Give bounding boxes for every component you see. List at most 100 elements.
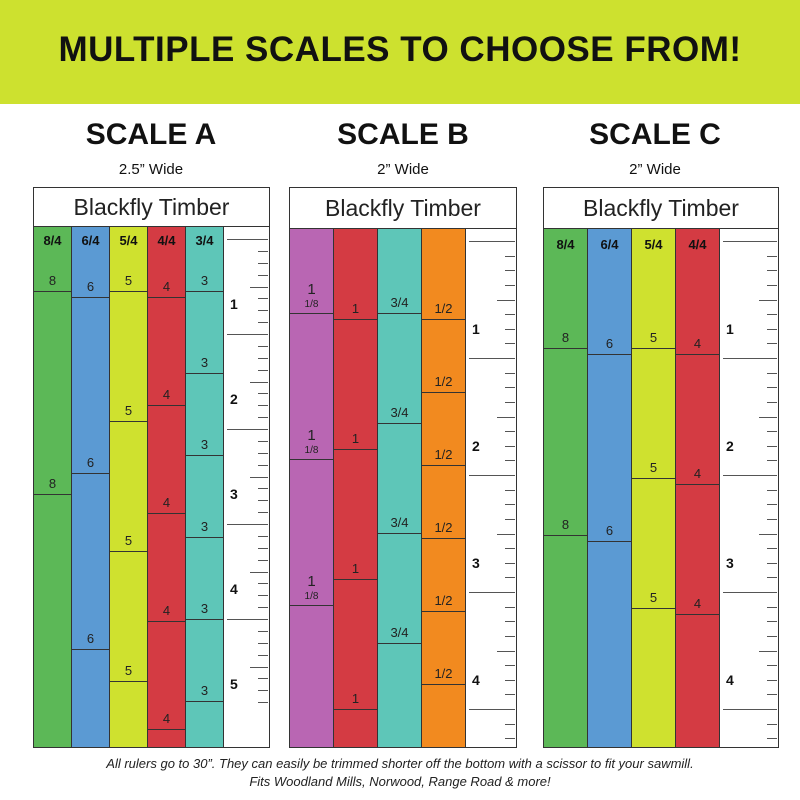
mark-label: 3/4 [390, 515, 409, 530]
ruler-tick [505, 738, 515, 740]
ruler-tick [258, 405, 268, 407]
mark-line [588, 541, 631, 542]
mark-line [148, 513, 185, 514]
ruler-tick [258, 690, 268, 692]
ruler-tick [767, 621, 777, 623]
ruler-tick [258, 322, 268, 324]
mark-line [632, 478, 675, 479]
ruler-tick [469, 475, 515, 476]
mark-label: 5 [124, 533, 133, 548]
ruler-tick [505, 255, 515, 257]
ruler-tick [505, 621, 515, 623]
mark-label: 8 [561, 330, 570, 345]
mark-line [334, 579, 377, 580]
ruler-tick [505, 343, 515, 345]
strip-4-4: 4/4 4 4 4 4 4 [148, 227, 186, 747]
ruler-tick [767, 723, 777, 725]
ruler-tick [723, 592, 777, 593]
mark-line [290, 459, 333, 460]
strip-6-4: 6/4 6 6 6 [72, 227, 110, 747]
inch-label: 1 [726, 321, 734, 337]
ruler-tick [505, 679, 515, 681]
mark-label: 1/2 [434, 593, 453, 608]
ruler-tick [258, 310, 268, 312]
ruler-tick [723, 709, 777, 710]
mark-label: 1/2 [434, 447, 453, 462]
mark-line [186, 701, 223, 702]
mark-line [186, 619, 223, 620]
mark-line [334, 709, 377, 710]
mark-label: 4 [162, 495, 171, 510]
ruler-tick [767, 635, 777, 637]
ruler-tick [759, 533, 777, 535]
footer-line-2: Fits Woodland Mills, Norwood, Range Road… [249, 774, 551, 789]
ruler-tick [505, 665, 515, 667]
ruler-tick [723, 241, 777, 242]
strip-label: 5/4 [119, 233, 138, 248]
ruler-tick [759, 299, 777, 301]
mark-line [290, 313, 333, 314]
ruler-tick [767, 665, 777, 667]
ruler-tick [767, 314, 777, 316]
strip-label: 6/4 [81, 233, 100, 248]
mark-line [378, 313, 421, 314]
ruler-tick [258, 393, 268, 395]
scale-b-width: 2” Wide [377, 161, 429, 178]
ruler-tick [497, 533, 515, 535]
mark-label: 8 [48, 476, 57, 491]
mark-line [148, 297, 185, 298]
ruler-tick [505, 577, 515, 579]
mark-line [632, 608, 675, 609]
ruler-tick [469, 358, 515, 359]
mark-label: 8 [561, 517, 570, 532]
strip-5-4: 5/4 5 5 5 [632, 229, 676, 747]
ruler-tick [227, 429, 268, 430]
mark-line [422, 538, 465, 539]
ruler-c: Blackfly Timber 8/4 8 8 6/4 6 6 5/4 5 5 5 4/4 4 4 4 1 2 3… [543, 187, 779, 748]
mark-label: 5 [124, 403, 133, 418]
ruler-tick [767, 431, 777, 433]
mark-label: 1 [351, 691, 360, 706]
ruler-tick [505, 489, 515, 491]
ruler-tick [258, 702, 268, 704]
mark-line [34, 494, 71, 495]
strip-red: 1 1 1 1 [334, 229, 378, 747]
ruler-tick [258, 512, 268, 514]
mark-line [110, 681, 147, 682]
mark-label: 1/2 [434, 666, 453, 681]
mark-fraction: 1/8 [304, 299, 319, 310]
ruler-tick [723, 358, 777, 359]
strip-label: 4/4 [688, 237, 707, 252]
ruler-tick [258, 250, 268, 252]
ruler-tick [505, 723, 515, 725]
strip-orange: 1/2 1/2 1/2 1/2 1/2 1/2 [422, 229, 466, 747]
strip-label: 3/4 [195, 233, 214, 248]
ruler-tick [767, 445, 777, 447]
ruler-tick [469, 592, 515, 593]
ruler-tick [759, 416, 777, 418]
strip-4-4: 4/4 4 4 4 [676, 229, 720, 747]
strip-8-4: 8/4 8 8 [544, 229, 588, 747]
ruler-tick [723, 475, 777, 476]
mark-line [72, 649, 109, 650]
mark-line [422, 684, 465, 685]
mark-label: 4 [162, 711, 171, 726]
mark-line [186, 537, 223, 538]
ruler-tick [767, 343, 777, 345]
mark-label: 4 [162, 387, 171, 402]
scale-c-title: SCALE C [589, 118, 721, 151]
ruler-tick [258, 417, 268, 419]
ruler-tick [469, 241, 515, 242]
ruler-tick [505, 314, 515, 316]
mark-line [544, 535, 587, 536]
ruler-tick [258, 357, 268, 359]
mark-label: 6 [86, 455, 95, 470]
mark-label: 6 [86, 631, 95, 646]
scale-a-width: 2.5” Wide [118, 161, 184, 178]
mark-label: 6 [86, 279, 95, 294]
mark-label: 1/2 [434, 374, 453, 389]
inch-label: 3 [726, 555, 734, 571]
strip-6-4: 6/4 6 6 [588, 229, 632, 747]
mark-line [186, 455, 223, 456]
mark-label: 3/4 [390, 405, 409, 420]
